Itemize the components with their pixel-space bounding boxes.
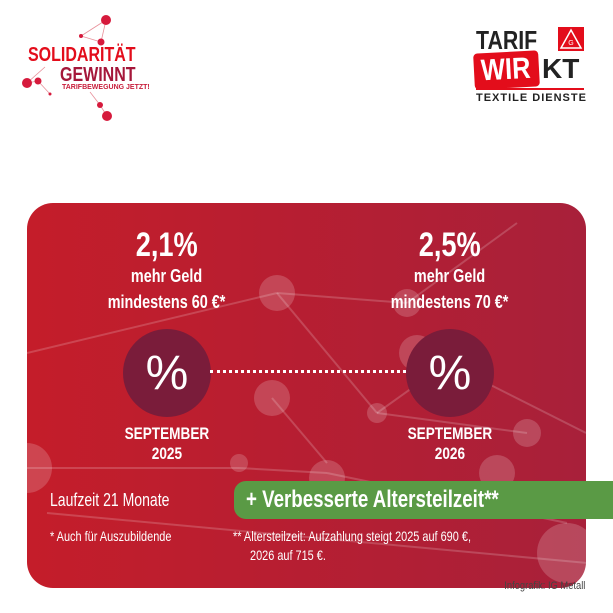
- timeline-connector: [210, 370, 406, 373]
- logo-text-tarifbewegung: TARIFBEWEGUNG JETZT!: [62, 84, 150, 91]
- logo-sub: TEXTILE DIENSTE: [476, 92, 587, 104]
- percent-circle-2025: %: [123, 329, 211, 417]
- date-2026-month: SEPTEMBER: [407, 424, 493, 443]
- footnote-altersteilzeit-line2: 2026 auf 715 €.: [250, 547, 326, 563]
- increase-2025-percent: 2,1%: [136, 226, 198, 264]
- increase-2025-line2: mindestens 60 €*: [108, 292, 226, 312]
- highlight-text: + Verbesserte Altersteilzeit**: [246, 486, 499, 513]
- page-title-line1: VERHANDLUNGSERGEBNIS: [28, 130, 520, 164]
- svg-text:G: G: [568, 40, 573, 47]
- increase-2025-line1: mehr Geld: [131, 266, 203, 286]
- logo-wir: WIR: [480, 51, 532, 88]
- result-card: [27, 203, 586, 588]
- footnote-apprentices: * Auch für Auszubildende: [50, 528, 172, 544]
- increase-2026-line1: mehr Geld: [414, 266, 486, 286]
- date-2025-year: 2025: [151, 444, 183, 463]
- date-2026-year: 2026: [434, 444, 466, 463]
- highlight-banner: [234, 481, 613, 519]
- increase-2026-percent: 2,5%: [419, 226, 481, 264]
- logo-text-solidaritaet: SOLIDARITÄT: [28, 44, 136, 66]
- duration-text: Laufzeit 21 Monate: [50, 490, 170, 510]
- logo-tarif: TARIF: [476, 25, 538, 55]
- logo-kt: KT: [542, 53, 580, 84]
- logo-wir-badge: WIR: [473, 50, 540, 90]
- credit-text: Infografik: IG Metall: [503, 580, 585, 592]
- tarif-wirkt-logo: TARIF G WIR KT TEXTILE DIENSTE: [470, 25, 590, 105]
- solidaritaet-gewinnt-logo: [20, 12, 150, 122]
- increase-2026-line2: mindestens 70 €*: [391, 292, 509, 312]
- logo-divider: [476, 88, 584, 90]
- logo-text-gewinnt: GEWINNT: [60, 64, 136, 86]
- percent-circle-2026: %: [406, 329, 494, 417]
- page-title-line2: TEXTILE DIENSTE 2025: [28, 164, 432, 198]
- footnote-altersteilzeit-line1: ** Altersteilzeit: Aufzahlung steigt 202…: [233, 528, 471, 544]
- date-2025-month: SEPTEMBER: [124, 424, 210, 443]
- ig-metall-icon: G: [558, 27, 584, 51]
